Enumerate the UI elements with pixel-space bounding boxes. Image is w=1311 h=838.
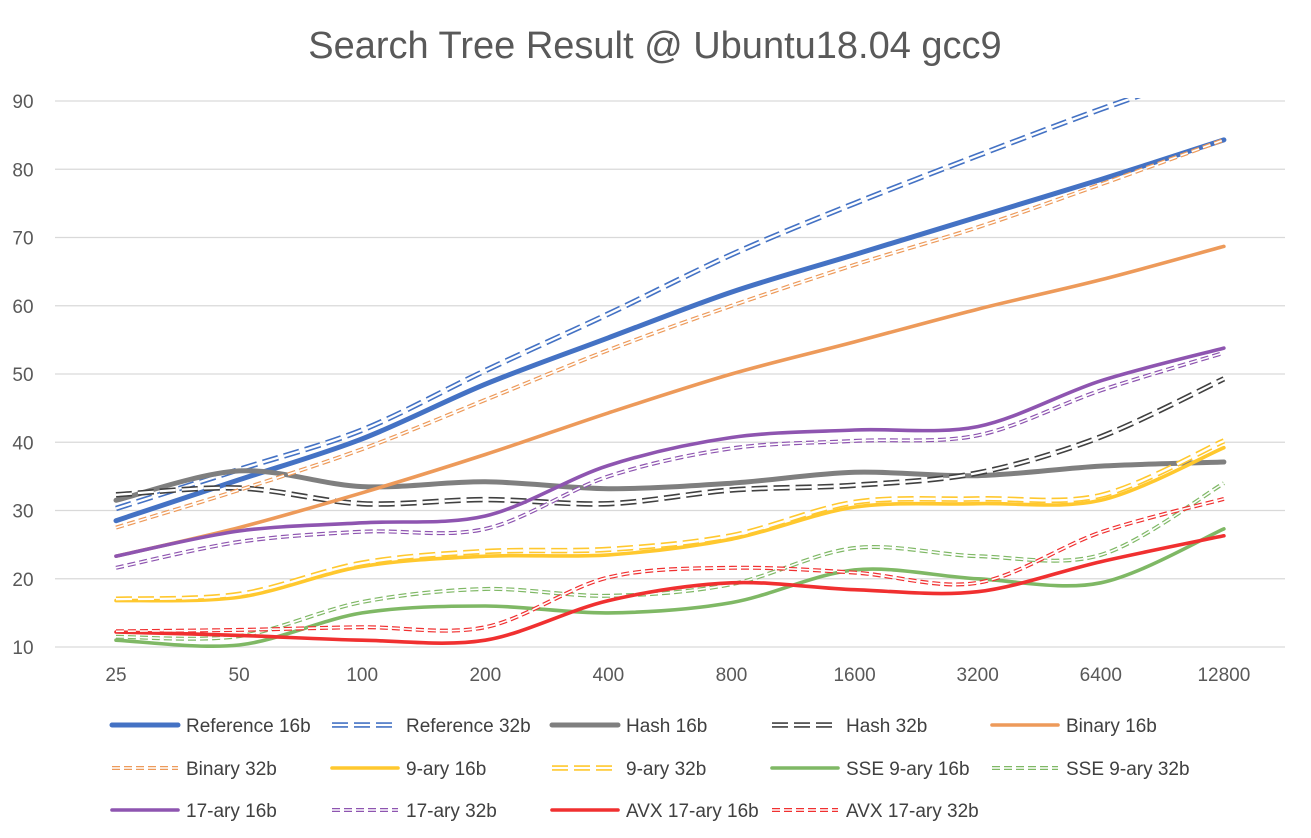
legend-label: Reference 16b	[186, 716, 311, 737]
legend: Reference 16b Reference 32b Hash 16b Hash 3…	[109, 716, 1190, 822]
legend-label: AVX 17-ary 16b	[626, 801, 759, 822]
series-line-17-ary-16b	[114, 346, 1226, 558]
legend-item-17-ary-16b: 17-ary 16b	[110, 801, 277, 822]
legend-item-9-ary-16b: 9-ary 16b	[330, 759, 486, 780]
legend-item-avx-17-ary-32b: AVX 17-ary 32b	[772, 801, 979, 822]
legend-item-hash-16b: Hash 16b	[549, 716, 707, 737]
x-tick-label: 25	[105, 665, 126, 686]
x-tick-label: 100	[346, 665, 378, 686]
legend-item-avx-17-ary-16b: AVX 17-ary 16b	[550, 801, 759, 822]
y-tick-label: 70	[12, 229, 33, 250]
x-tick-label: 800	[716, 665, 748, 686]
legend-item-sse-9-ary-16b: SSE 9-ary 16b	[770, 759, 970, 780]
series-line-avx-17-ary-32b	[115, 496, 1225, 634]
series-line-reference-16b	[113, 137, 1227, 524]
y-axis-ticks: 10 20 30 40 50 60 70 80 90	[12, 92, 33, 659]
series-line-hash-16b	[113, 459, 1227, 503]
legend-label: SSE 9-ary 16b	[846, 759, 970, 780]
legend-item-reference-32b: Reference 32b	[332, 716, 531, 737]
series-line-17-ary-32b	[115, 350, 1225, 570]
x-tick-label: 6400	[1080, 665, 1122, 686]
y-tick-label: 10	[12, 638, 33, 659]
series-line-9-ary-16b	[114, 445, 1226, 603]
legend-item-binary-16b: Binary 16b	[990, 716, 1157, 737]
legend-label: 9-ary 16b	[406, 759, 486, 780]
x-tick-label: 50	[229, 665, 250, 686]
x-tick-label: 400	[593, 665, 625, 686]
chart-title: Search Tree Result @ Ubuntu18.04 gcc9	[308, 25, 1001, 67]
series-line-avx-17-ary-16b	[114, 534, 1226, 645]
legend-item-9-ary-32b: 9-ary 32b	[552, 759, 706, 780]
legend-label: Binary 16b	[1066, 716, 1157, 737]
series-lines	[113, 98, 1227, 648]
y-tick-label: 60	[12, 297, 33, 318]
x-tick-label: 3200	[957, 665, 999, 686]
y-tick-label: 20	[12, 570, 33, 591]
legend-label: Hash 32b	[846, 716, 927, 737]
legend-item-sse-9-ary-32b: SSE 9-ary 32b	[992, 759, 1190, 780]
legend-label: Reference 32b	[406, 716, 531, 737]
legend-label: Hash 16b	[626, 716, 707, 737]
series-line-binary-16b	[114, 244, 1226, 558]
gridlines	[55, 100, 1285, 648]
series-line-reference-32b	[115, 98, 1141, 512]
y-tick-label: 30	[12, 502, 33, 523]
y-tick-label: 80	[12, 160, 33, 181]
legend-label: 9-ary 32b	[626, 759, 706, 780]
y-tick-label: 50	[12, 365, 33, 386]
legend-item-reference-16b: Reference 16b	[109, 716, 311, 737]
legend-item-binary-32b: Binary 32b	[112, 759, 277, 780]
legend-item-17-ary-32b: 17-ary 32b	[332, 801, 497, 822]
legend-item-hash-32b: Hash 32b	[772, 716, 927, 737]
legend-label: SSE 9-ary 32b	[1066, 759, 1190, 780]
series-line-9-ary-32b	[115, 438, 1226, 602]
y-tick-label: 40	[12, 433, 33, 454]
y-tick-label: 90	[12, 92, 33, 113]
x-axis-ticks: 25 50 100 200 400 800 1600 3200 6400 12800	[105, 665, 1250, 686]
legend-label: AVX 17-ary 32b	[846, 801, 979, 822]
series-line-hash-32b	[115, 376, 1226, 507]
x-tick-label: 200	[469, 665, 501, 686]
series-line-binary-32b	[115, 138, 1225, 530]
legend-label: 17-ary 16b	[186, 801, 277, 822]
legend-label: 17-ary 32b	[406, 801, 497, 822]
x-tick-label: 1600	[833, 665, 875, 686]
x-tick-label: 12800	[1197, 665, 1250, 686]
legend-label: Binary 32b	[186, 759, 277, 780]
series-line-sse-9-ary-32b	[115, 481, 1225, 641]
